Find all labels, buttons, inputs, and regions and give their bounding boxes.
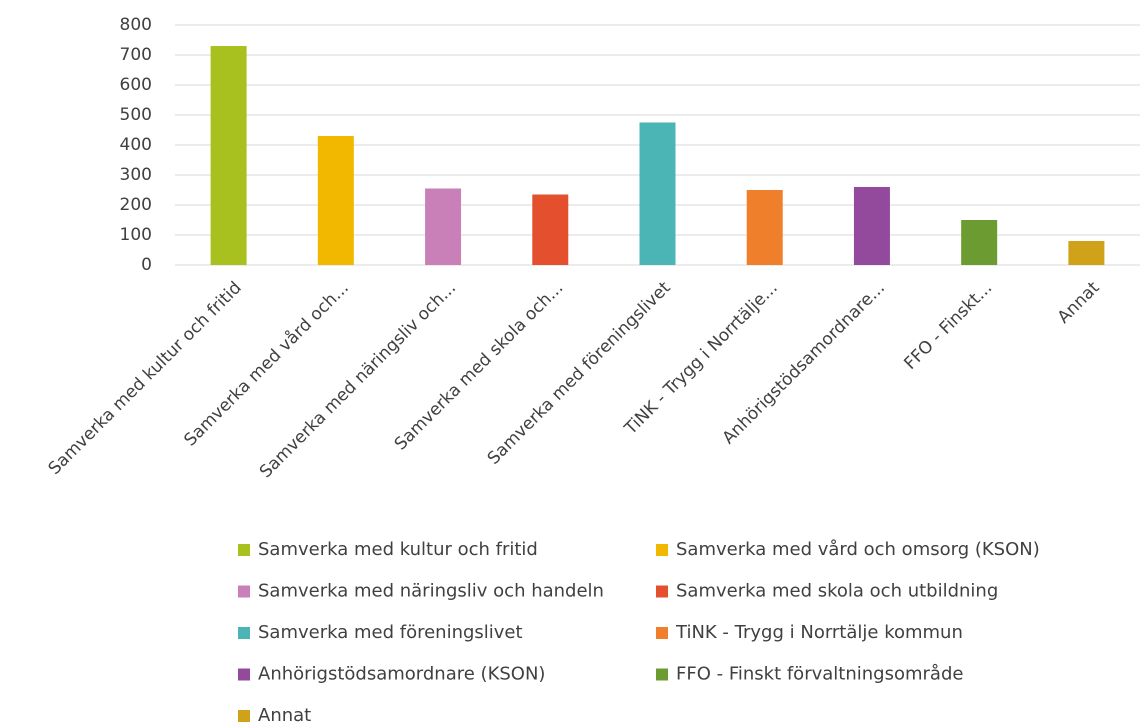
bar — [639, 122, 676, 265]
bar — [425, 188, 462, 265]
y-tick-label: 800 — [120, 15, 152, 35]
legend-label: Samverka med skola och utbildning — [676, 581, 998, 602]
y-tick-label: 100 — [120, 225, 152, 245]
bar — [532, 194, 569, 265]
legend-label: Samverka med näringsliv och handeln — [258, 581, 604, 602]
legend-swatch — [238, 627, 250, 639]
y-tick-label: 700 — [120, 45, 152, 65]
legend-swatch — [656, 544, 668, 556]
x-tick-label: Samverka med kultur och fritid — [45, 278, 246, 479]
legend-swatch — [656, 668, 668, 681]
y-tick-label: 600 — [120, 75, 152, 95]
legend-label: TiNK - Trygg i Norrtälje kommun — [675, 622, 963, 643]
legend-swatch — [656, 627, 668, 639]
legend-swatch — [238, 544, 250, 556]
y-tick-label: 500 — [120, 105, 152, 125]
legend-label: Samverka med föreningslivet — [258, 622, 523, 643]
legend-label: FFO - Finskt förvaltningsområde — [676, 664, 963, 685]
legend-label: Anhörigstödsamordnare (KSON) — [258, 664, 545, 685]
bar — [746, 190, 783, 265]
legend-label: Samverka med kultur och fritid — [258, 539, 538, 560]
bar — [961, 220, 998, 265]
legend-label: Samverka med vård och omsorg (KSON) — [676, 539, 1040, 560]
y-tick-label: 200 — [120, 195, 152, 215]
legend-swatch — [656, 585, 668, 598]
legend-swatch — [238, 668, 250, 681]
x-tick-label: Annat — [1054, 278, 1104, 328]
bar — [853, 187, 890, 265]
legend-swatch — [238, 585, 250, 598]
x-tick-label: Samverka med föreningslivet — [484, 278, 675, 469]
y-tick-label: 300 — [120, 165, 152, 185]
bar — [210, 46, 247, 265]
bar — [317, 136, 354, 265]
y-tick-label: 400 — [120, 135, 152, 155]
x-tick-label: Samverka med skola och... — [391, 278, 568, 455]
x-tick-label: Samverka med näringsliv och... — [256, 278, 460, 482]
legend-swatch — [238, 710, 250, 722]
legend-label: Annat — [258, 705, 311, 723]
x-tick-label: FFO - Finskt... — [900, 278, 996, 374]
bar — [1068, 241, 1105, 265]
y-tick-label: 0 — [141, 255, 152, 275]
